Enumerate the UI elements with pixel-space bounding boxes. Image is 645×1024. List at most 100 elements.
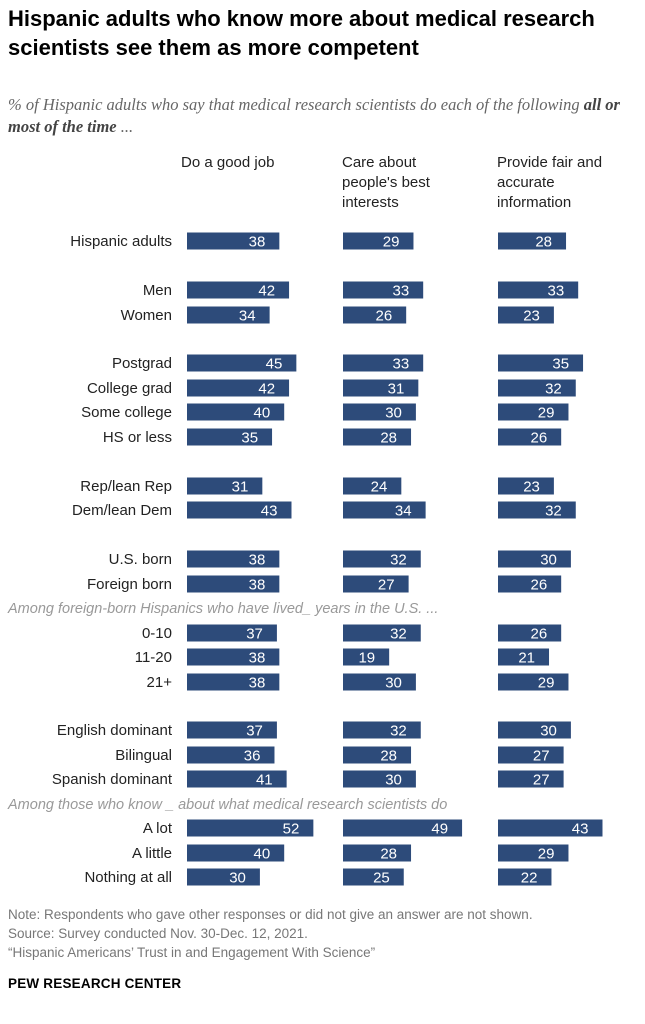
bar: [343, 477, 402, 495]
chart-subtitle: % of Hispanic adults who say that medica…: [8, 94, 638, 138]
bar-value-label: 37: [246, 626, 263, 643]
bar: [498, 232, 567, 250]
bar-value-label: 22: [521, 870, 538, 887]
bar-value-label: 25: [373, 870, 390, 887]
bar-value-label: 28: [380, 846, 397, 863]
category-label: Dem/lean Dem: [72, 502, 172, 519]
bar: [498, 673, 569, 691]
category-label: English dominant: [57, 722, 173, 739]
bar-value-label: 33: [393, 356, 410, 373]
bar: [343, 379, 419, 397]
bar: [343, 575, 409, 593]
bar: [498, 721, 571, 739]
bar: [187, 477, 263, 495]
bar-value-label: 35: [241, 430, 258, 447]
bar-value-label: 49: [431, 821, 448, 838]
bar-value-label: 38: [249, 650, 266, 667]
bar-value-label: 29: [538, 675, 555, 692]
bar-value-label: 28: [535, 234, 552, 251]
bar-value-label: 21: [518, 650, 535, 667]
bar-value-label: 37: [246, 723, 263, 740]
bar-value-label: 38: [249, 552, 266, 569]
bar: [498, 403, 569, 421]
bar: [498, 648, 550, 666]
bar: [498, 844, 569, 862]
bar-value-label: 31: [388, 381, 405, 398]
bar-value-label: 27: [533, 772, 550, 789]
category-label: Postgrad: [112, 355, 172, 372]
bar-value-label: 35: [552, 356, 569, 373]
bar: [187, 819, 314, 837]
bar-value-label: 40: [254, 846, 271, 863]
subtitle-ellipsis: ...: [116, 117, 134, 136]
group-note: Among those who know _ about what medica…: [7, 797, 447, 813]
bar: [498, 281, 579, 299]
bar-value-label: 32: [390, 723, 407, 740]
subtitle-emphasis: all or most of the time: [8, 95, 620, 136]
bar-value-label: 30: [229, 870, 246, 887]
bar: [187, 673, 280, 691]
column-header-best-interests: Care about people's best interests: [342, 154, 430, 211]
subtitle-text: % of Hispanic adults who say that medica…: [8, 95, 584, 114]
bar-value-label: 32: [545, 381, 562, 398]
bar-value-label: 27: [533, 748, 550, 765]
category-label: Hispanic adults: [70, 233, 172, 250]
bar-value-label: 38: [249, 675, 266, 692]
column-header-fair-info: Provide fair and accurate information: [497, 154, 603, 211]
bar-value-label: 52: [283, 821, 300, 838]
category-label: 21+: [147, 674, 173, 691]
bar-value-label: 32: [390, 552, 407, 569]
bar: [498, 354, 584, 372]
category-label: HS or less: [103, 429, 172, 446]
category-label: A little: [132, 845, 172, 862]
bar: [498, 746, 564, 764]
bar-value-label: 28: [380, 748, 397, 765]
bar: [343, 721, 421, 739]
bar: [498, 819, 603, 837]
bar-value-label: 23: [523, 308, 540, 325]
category-label: Foreign born: [87, 576, 172, 593]
bar: [498, 477, 554, 495]
bar-value-label: 23: [523, 479, 540, 496]
bar: [187, 501, 292, 519]
bar: [343, 868, 404, 886]
bar-value-label: 29: [538, 846, 555, 863]
bar-value-label: 40: [254, 405, 271, 422]
bar: [187, 403, 285, 421]
bar-value-label: 26: [375, 308, 392, 325]
category-label: A lot: [143, 820, 173, 837]
bar-value-label: 27: [378, 577, 395, 594]
bar-value-label: 43: [261, 503, 278, 520]
bar-value-label: 33: [548, 283, 565, 300]
category-label: Some college: [81, 404, 172, 421]
bar: [187, 306, 270, 324]
bar: [187, 721, 277, 739]
bar: [187, 379, 290, 397]
bar-value-label: 31: [232, 479, 249, 496]
bar-value-label: 28: [380, 430, 397, 447]
category-label: Men: [143, 282, 172, 299]
bar-value-label: 26: [530, 430, 547, 447]
bar-value-label: 45: [266, 356, 283, 373]
bar: [187, 868, 260, 886]
bar: [187, 428, 273, 446]
bar-value-label: 19: [358, 650, 375, 667]
bar: [187, 281, 290, 299]
bar: [498, 379, 576, 397]
bar-value-label: 34: [395, 503, 412, 520]
bar: [498, 428, 562, 446]
bar: [187, 844, 285, 862]
bar: [187, 746, 275, 764]
bar: [343, 428, 412, 446]
bar: [187, 648, 280, 666]
bar: [343, 306, 407, 324]
category-label: 0-10: [142, 625, 172, 642]
group-note: Among foreign-born Hispanics who have li…: [7, 601, 438, 617]
bar: [187, 575, 280, 593]
bar: [498, 575, 562, 593]
bar-value-label: 30: [540, 552, 557, 569]
bar-value-label: 38: [249, 577, 266, 594]
bar: [498, 624, 562, 642]
bar: [187, 770, 287, 788]
bar-value-label: 26: [530, 577, 547, 594]
